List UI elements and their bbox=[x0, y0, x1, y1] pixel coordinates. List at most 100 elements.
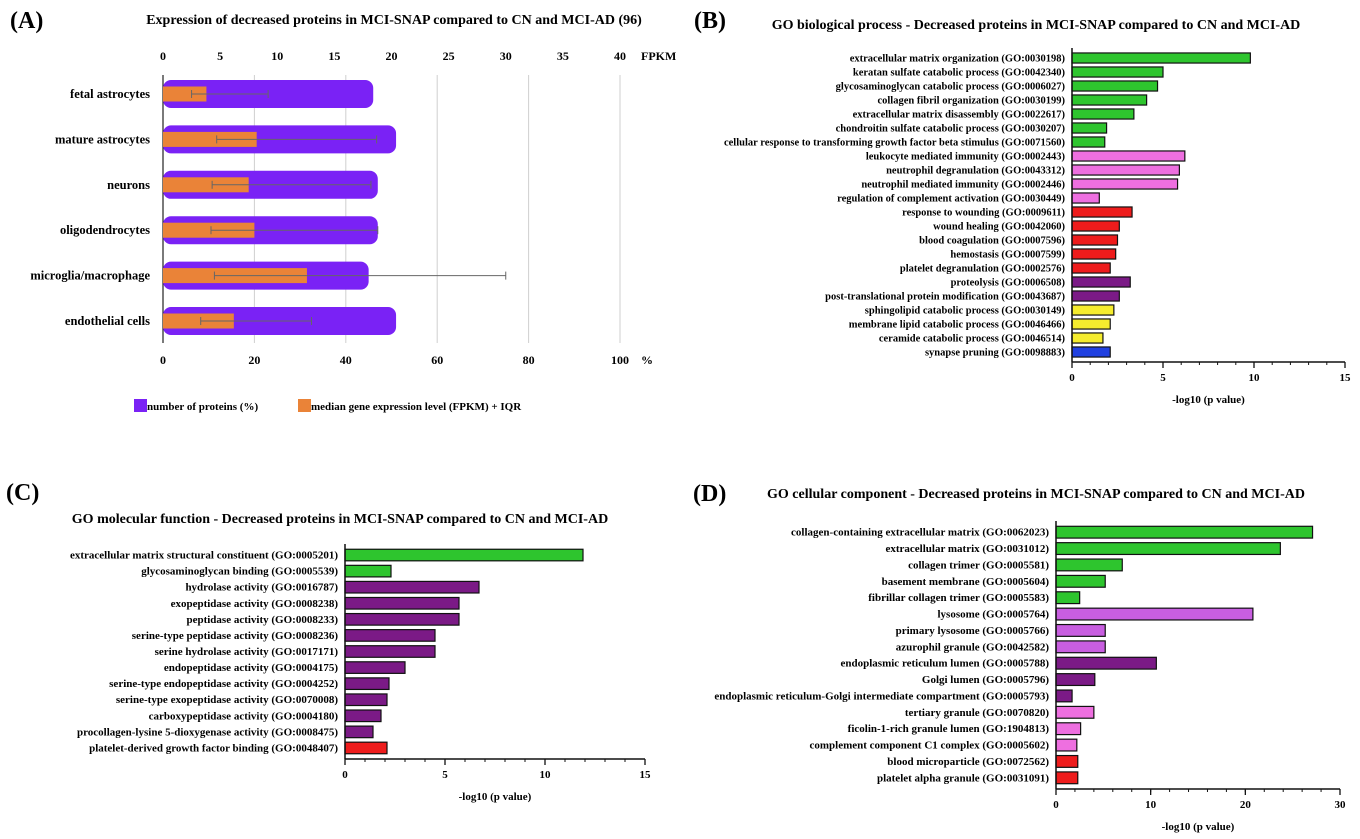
bar bbox=[1071, 80, 1159, 92]
bar bbox=[344, 596, 460, 610]
category-label: endopeptidase activity (GO:0004175) bbox=[164, 662, 338, 674]
panel-c: (C) GO molecular function - Decreased pr… bbox=[6, 480, 651, 803]
bar bbox=[344, 612, 460, 626]
bar bbox=[1071, 206, 1133, 218]
category-label: collagen-containing extracellular matrix… bbox=[791, 527, 1049, 539]
category-label: wound healing (GO:0042060) bbox=[933, 222, 1065, 233]
panel-a-legend: number of proteins (%) median gene expre… bbox=[134, 399, 522, 413]
panel-a: (A) Expression of decreased proteins in … bbox=[10, 8, 676, 413]
bar bbox=[1071, 318, 1111, 330]
bar bbox=[344, 580, 480, 594]
panel-d: (D) GO cellular component - Decreased pr… bbox=[693, 481, 1346, 833]
top-tick-label: 35 bbox=[557, 49, 569, 63]
x-tick-label: 30 bbox=[1335, 799, 1347, 811]
panel-a-chart: 0 5 10 15 20 25 30 35 40 FPKM 0 20 40 60 80 100 % fetal a… bbox=[30, 49, 676, 367]
bottom-tick-label: 80 bbox=[523, 353, 535, 367]
top-tick-label: 0 bbox=[160, 49, 166, 63]
x-tick-label: 0 bbox=[1053, 799, 1059, 811]
category-label: blood coagulation (GO:0007596) bbox=[919, 236, 1065, 247]
panel-d-title: GO cellular component - Decreased protei… bbox=[767, 487, 1305, 502]
bar bbox=[1071, 234, 1119, 246]
top-tick-label: 25 bbox=[443, 49, 455, 63]
x-tick-label: 15 bbox=[1340, 372, 1352, 384]
bar bbox=[1071, 346, 1111, 358]
bar bbox=[1055, 656, 1157, 670]
bottom-tick-label: 20 bbox=[248, 353, 260, 367]
top-tick-label: 10 bbox=[271, 49, 283, 63]
bar bbox=[1071, 220, 1120, 232]
bar-fpkm-median bbox=[163, 86, 207, 102]
top-axis-unit: FPKM bbox=[641, 49, 676, 63]
bar bbox=[1071, 122, 1108, 134]
x-tick-label: 10 bbox=[1145, 799, 1157, 811]
x-tick-label: 10 bbox=[540, 769, 552, 781]
category-label: cellular response to transforming growth… bbox=[724, 138, 1066, 149]
x-tick-label: 5 bbox=[442, 769, 448, 781]
bottom-tick-label: 60 bbox=[431, 353, 443, 367]
bar bbox=[1055, 525, 1314, 539]
bar bbox=[344, 661, 406, 674]
x-tick-label: 15 bbox=[640, 769, 652, 781]
panel-a-letter: (A) bbox=[10, 8, 43, 34]
x-axis-title: -log10 (p value) bbox=[1172, 394, 1245, 406]
bar-fpkm-median bbox=[163, 131, 257, 147]
category-label: carboxypeptidase activity (GO:0004180) bbox=[149, 710, 339, 722]
bar bbox=[344, 677, 390, 691]
category-label: extracellular matrix (GO:0031012) bbox=[885, 543, 1049, 555]
category-label: platelet-derived growth factor binding (… bbox=[89, 742, 338, 754]
top-tick-label: 15 bbox=[328, 49, 340, 63]
panel-c-letter: (C) bbox=[6, 480, 39, 506]
top-tick-label: 40 bbox=[614, 49, 626, 63]
panel-c-title: GO molecular function - Decreased protei… bbox=[72, 512, 608, 527]
category-label: platelet alpha granule (GO:0031091) bbox=[877, 772, 1049, 784]
bar bbox=[1071, 66, 1164, 78]
legend-label-proteins: number of proteins (%) bbox=[147, 401, 258, 413]
bar bbox=[1055, 722, 1082, 736]
category-label: procollagen-lysine 5-dioxygenase activit… bbox=[77, 726, 338, 738]
bar bbox=[1071, 52, 1251, 64]
category-label: complement component C1 complex (GO:0005… bbox=[809, 740, 1049, 752]
bar bbox=[344, 693, 388, 707]
category-label: primary lysosome (GO:0005766) bbox=[896, 625, 1050, 637]
bar bbox=[1071, 304, 1115, 316]
bar bbox=[1055, 673, 1096, 687]
category-label: glycosaminoglycan catabolic process (GO:… bbox=[836, 82, 1066, 93]
bar bbox=[1071, 178, 1179, 190]
bar bbox=[1055, 558, 1123, 572]
category-label: sphingolipid catabolic process (GO:00301… bbox=[865, 306, 1066, 317]
category-label: neutrophil mediated immunity (GO:0002446… bbox=[861, 180, 1065, 191]
bottom-tick-label: 100 bbox=[611, 353, 629, 367]
bar bbox=[1055, 689, 1073, 703]
category-label: extracellular matrix disassembly (GO:002… bbox=[853, 110, 1066, 121]
category-label: ceramide catabolic process (GO:0046514) bbox=[879, 334, 1066, 345]
category-label: chondroitin sulfate catabolic process (G… bbox=[836, 124, 1066, 135]
category-label: serine-type endopeptidase activity (GO:0… bbox=[109, 678, 338, 690]
category-label: platelet degranulation (GO:0002576) bbox=[900, 264, 1066, 275]
category-label: fetal astrocytes bbox=[70, 87, 150, 101]
panel-b-chart: extracellular matrix organization (GO:00… bbox=[724, 48, 1351, 406]
panel-a-title: Expression of decreased proteins in MCI-… bbox=[146, 13, 642, 28]
bar bbox=[344, 725, 374, 739]
category-label: glycosaminoglycan binding (GO:0005539) bbox=[141, 566, 338, 578]
bar bbox=[344, 629, 436, 642]
category-label: response to wounding (GO:0009611) bbox=[902, 208, 1065, 219]
bottom-tick-label: 40 bbox=[340, 353, 352, 367]
panel-d-chart: collagen-containing extracellular matrix… bbox=[714, 521, 1346, 833]
category-label: extracellular matrix organization (GO:00… bbox=[850, 54, 1066, 65]
bar bbox=[1071, 332, 1104, 344]
top-tick-label: 20 bbox=[386, 49, 398, 63]
category-label: fibrillar collagen trimer (GO:0005583) bbox=[868, 592, 1049, 604]
category-label: serine-type exopeptidase activity (GO:00… bbox=[116, 694, 338, 706]
bar bbox=[1071, 248, 1117, 260]
bar bbox=[1071, 276, 1131, 288]
bar-fpkm-median bbox=[163, 177, 249, 193]
bar bbox=[1055, 607, 1254, 621]
category-label: hydrolase activity (GO:0016787) bbox=[185, 582, 338, 594]
legend-swatch-proteins bbox=[134, 399, 147, 412]
category-label: collagen fibril organization (GO:0030199… bbox=[877, 96, 1065, 107]
x-tick-label: 20 bbox=[1240, 799, 1252, 811]
x-axis-title: -log10 (p value) bbox=[459, 791, 532, 803]
x-tick-label: 5 bbox=[1160, 372, 1166, 384]
bar bbox=[1055, 738, 1078, 752]
